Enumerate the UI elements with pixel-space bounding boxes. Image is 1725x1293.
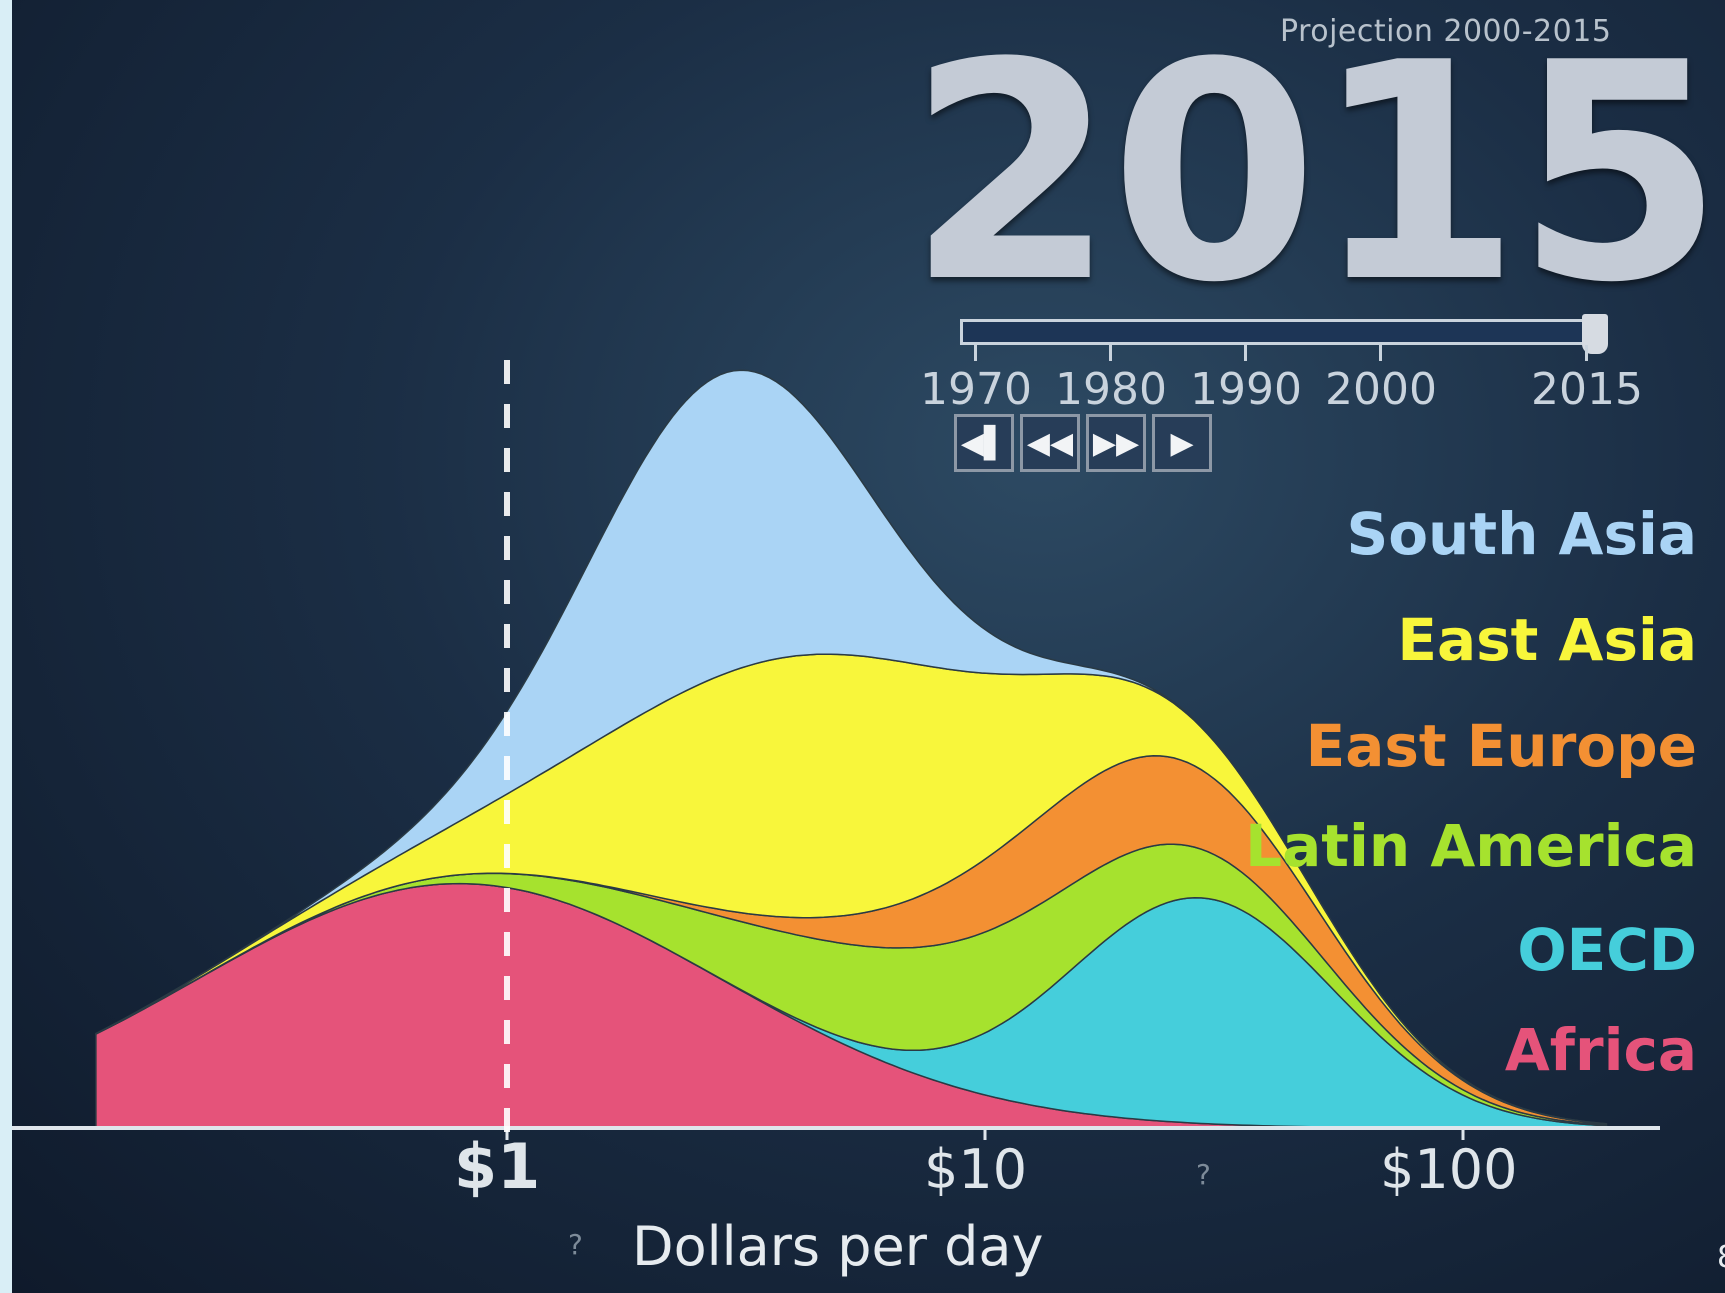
timeline-label-1980: 1980 <box>1055 364 1167 415</box>
legend-oecd: OECD <box>1517 916 1697 984</box>
area-south-asia <box>95 369 1607 1125</box>
play-icon: ▶ <box>1170 425 1194 461</box>
x-axis-label: Dollars per day <box>632 1215 1044 1278</box>
help-marker[interactable]: ? <box>1196 1158 1211 1191</box>
income-distribution-chart <box>12 360 1660 1142</box>
help-marker[interactable]: ? <box>568 1228 583 1261</box>
timeline-label-1990: 1990 <box>1190 364 1302 415</box>
x-tick-label: $1 <box>454 1130 541 1203</box>
timeline-tick <box>1379 345 1382 361</box>
x-tick-label: $10 <box>924 1138 1028 1201</box>
rewind-icon: ◀◀ <box>1026 425 1074 461</box>
first-frame-icon: ◀▌ <box>960 425 1008 461</box>
legend-africa: Africa <box>1504 1016 1697 1084</box>
fast-forward-icon: ▶▶ <box>1092 425 1140 461</box>
timeline-tick <box>1585 345 1588 361</box>
chart-subtitle: Projection 2000-2015 <box>1280 14 1612 49</box>
timeline-tick <box>1244 345 1247 361</box>
chart-title-year: 2015 <box>907 0 1724 348</box>
legend-east-asia: East Asia <box>1397 606 1697 674</box>
timeline-tick <box>974 345 977 361</box>
timeline-slider[interactable] <box>960 319 1602 345</box>
timeline-label-2000: 2000 <box>1325 364 1437 415</box>
legend-latin-america: Latin America <box>1245 812 1697 880</box>
fast-forward-button[interactable]: ▶▶ <box>1086 414 1146 472</box>
legend-south-asia: South Asia <box>1346 500 1697 568</box>
chart-stage: Projection 2000-2015 2015 1970 1980 1990… <box>12 0 1725 1293</box>
rewind-button[interactable]: ◀◀ <box>1020 414 1080 472</box>
timeline-label-1970: 1970 <box>920 364 1032 415</box>
x-tick-label: $100 <box>1380 1138 1518 1201</box>
play-button[interactable]: ▶ <box>1152 414 1212 472</box>
timeline-tick <box>1109 345 1112 361</box>
page-number: 8 <box>1717 1240 1725 1275</box>
timeline-label-2015: 2015 <box>1531 364 1643 415</box>
first-frame-button[interactable]: ◀▌ <box>954 414 1014 472</box>
legend-east-europe: East Europe <box>1305 712 1697 780</box>
